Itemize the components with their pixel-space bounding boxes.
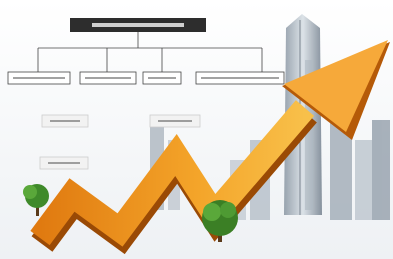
- illustration: [0, 0, 393, 259]
- page: (() => { const data = JSON.parse(documen…: [0, 0, 393, 259]
